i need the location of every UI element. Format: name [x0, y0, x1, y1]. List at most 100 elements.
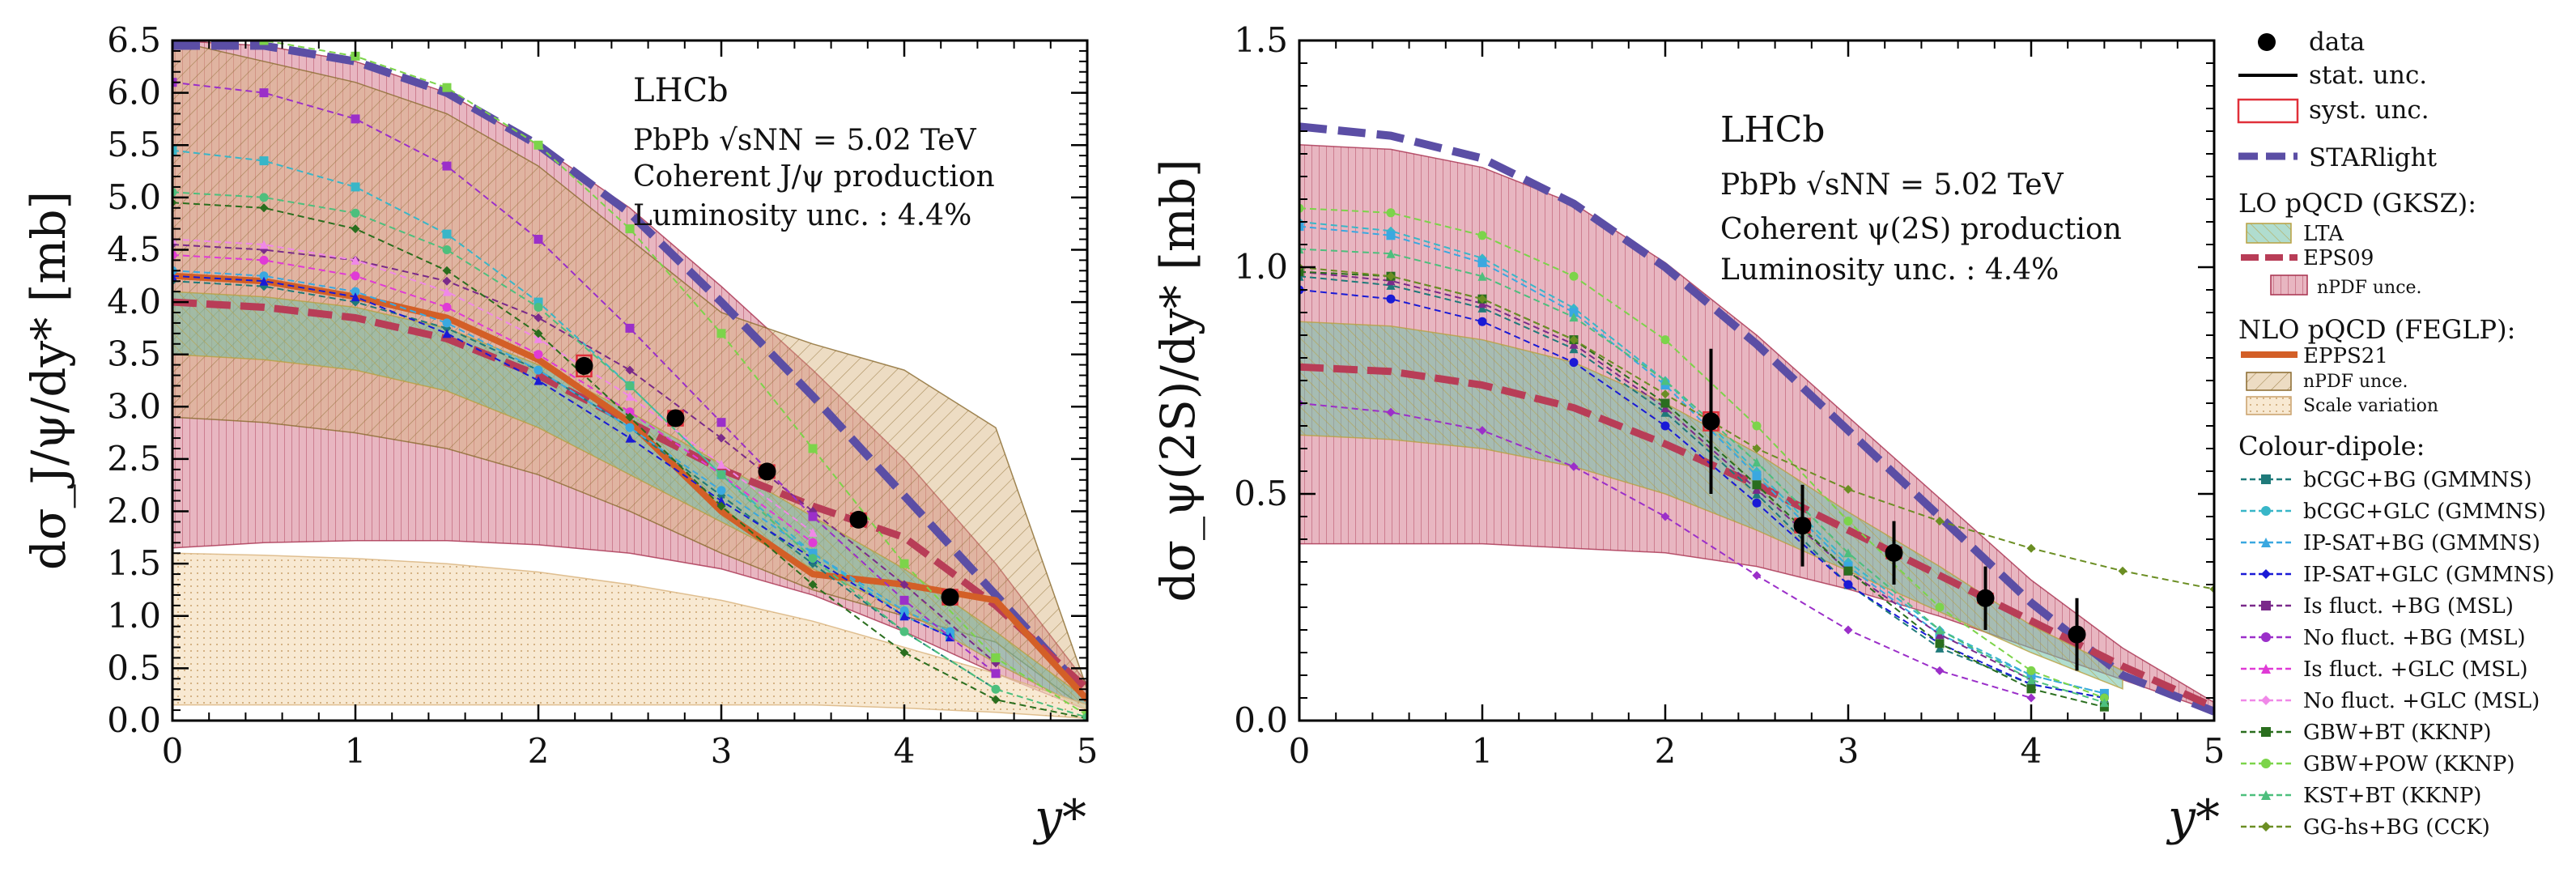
right-x-tick-label-4: 4 — [2021, 731, 2043, 771]
left-series-10-point-2 — [351, 255, 360, 265]
left-series-11-point-4 — [533, 329, 543, 338]
left-series-8-point-6 — [716, 418, 726, 427]
right-series-8-point-5 — [1752, 480, 1762, 490]
left-series-5-point-9 — [946, 627, 954, 636]
right-series-10-point-9 — [2099, 698, 2109, 708]
right-y-tick-label-1: 0.5 — [1234, 474, 1288, 513]
left-series-6-point-4 — [533, 376, 543, 385]
left-series-4-point-0 — [172, 146, 177, 155]
left-series-6-point-8 — [899, 611, 909, 621]
left-y-tick-label-0: 0.0 — [107, 700, 161, 740]
legend-dipole-marker-7 — [2261, 695, 2271, 705]
right-series-5-point-1 — [1386, 294, 1396, 304]
right-series-4-point-6 — [1843, 562, 1853, 572]
left-series-10-point-4 — [533, 334, 543, 343]
right-series-4-point-9 — [2099, 688, 2109, 698]
left-series-8-point-3 — [442, 161, 452, 171]
legend-dipole-label-0: bCGC+BG (GMMNS) — [2303, 468, 2531, 492]
legend-data-marker — [2258, 33, 2276, 51]
right-series-7-point-7 — [1935, 666, 1945, 675]
left-band-2 — [172, 291, 1087, 711]
right-series-10-point-7 — [1935, 625, 1945, 635]
left-series-5-point-2 — [351, 287, 360, 296]
right-series-11-point-9 — [2118, 566, 2128, 576]
legend-dipole-label-10: KST+BT (KKNP) — [2303, 784, 2481, 808]
right-y-tick-label-2: 1.0 — [1234, 247, 1288, 287]
left-series-10-point-3 — [442, 287, 452, 296]
right-series-5-point-4 — [1660, 421, 1670, 431]
right-series-2-point-7 — [1935, 643, 1945, 653]
left-series-10-point-6 — [716, 459, 726, 469]
legend-lta-label: LTA — [2303, 222, 2344, 246]
left-series-8-point-1 — [259, 88, 269, 98]
left-x-tick-label-4: 4 — [894, 731, 916, 771]
legend-dipole-marker-0 — [2261, 474, 2271, 484]
right-series-line-6 — [1299, 270, 2032, 681]
left-series-11-point-2 — [351, 224, 360, 234]
left-x-axis-label: y* — [1032, 789, 1086, 846]
right-series-4-point-2 — [1477, 257, 1487, 267]
left-series-13-point-6 — [716, 470, 726, 479]
right-series-9-point-5 — [1752, 421, 1762, 431]
right-x-tick-label-3: 3 — [1838, 731, 1860, 771]
right-series-line-4 — [1299, 225, 2105, 695]
legend-dipole-label-2: IP-SAT+BG (GMMNS) — [2303, 531, 2540, 555]
right-series-7-point-2 — [1477, 426, 1487, 436]
right-series-11-point-1 — [1386, 271, 1396, 281]
right-series-11-point-4 — [1660, 389, 1670, 399]
left-series-11-point-8 — [899, 648, 909, 657]
right-series-7-point-1 — [1386, 407, 1396, 417]
right-band-1 — [1299, 321, 2123, 690]
legend-dipole-label-8: GBW+BT (KKNP) — [2303, 721, 2491, 745]
left-series-13-point-1 — [259, 193, 269, 202]
left-series-13-point-3 — [442, 245, 452, 254]
left-series-4-point-4 — [533, 297, 543, 307]
left-y-tick-label-10: 5.0 — [107, 177, 161, 217]
left-y-tick-label-9: 4.5 — [107, 229, 161, 269]
left-series-4-point-1 — [259, 156, 269, 166]
right-series-10-point-6 — [1843, 548, 1853, 558]
legend-npdf2-swatch — [2246, 372, 2292, 391]
left-series-6-point-5 — [625, 433, 635, 443]
legend-scale-swatch — [2246, 396, 2292, 415]
right-series-4-point-1 — [1386, 231, 1396, 240]
left-y-tick-label-2: 1.0 — [107, 596, 161, 636]
left-x-tick-label-3: 3 — [711, 731, 733, 771]
right-series-9-point-1 — [1386, 208, 1396, 218]
right-data-point-0 — [1702, 412, 1720, 431]
right-series-5-point-3 — [1569, 358, 1579, 368]
left-y-axis-label: dσ_J/ψ/dy* [mb] — [21, 191, 76, 570]
left-series-7-point-3 — [442, 276, 452, 286]
right-data-point-2 — [1885, 543, 1903, 562]
legend-lo-header: LO pQCD (GKSZ): — [2238, 188, 2476, 219]
left-series-line-4 — [172, 149, 950, 638]
left-series-7-point-8 — [899, 580, 909, 589]
right-series-9-point-3 — [1569, 271, 1579, 281]
right-series-2-point-4 — [1660, 407, 1670, 417]
right-annot-system: PbPb √sNN = 5.02 TeV — [1720, 168, 2064, 202]
left-series-10-point-1 — [259, 240, 269, 249]
left-series-12-point-7 — [808, 444, 818, 453]
right-series-6-point-1 — [1386, 276, 1396, 286]
right-series-4-point-3 — [1569, 308, 1579, 317]
legend-dipole-marker-8 — [2261, 727, 2271, 737]
left-series-5-point-3 — [442, 318, 452, 328]
right-x-tick-label-1: 1 — [1472, 731, 1494, 771]
left-y-tick-label-5: 2.5 — [107, 439, 161, 479]
left-series-line-3 — [172, 280, 997, 691]
legend-dipole-label-6: Is fluct. +GLC (MSL) — [2303, 657, 2527, 682]
right-series-2-point-1 — [1386, 280, 1396, 290]
left-x-tick-label-0: 0 — [162, 731, 184, 771]
legend-dipole-label-7: No fluct. +GLC (MSL) — [2303, 689, 2540, 713]
left-series-5-point-5 — [625, 423, 635, 432]
left-series-11-point-7 — [808, 580, 818, 589]
legend-lta-swatch — [2246, 223, 2292, 244]
right-panel: 0 1 2 3 4 5 0.0 0.5 1.0 1.5 LHCb PbPb √sNN = 5.02… — [1150, 20, 2225, 846]
left-series-7-point-5 — [625, 365, 635, 375]
left-x-tick-label-1: 1 — [345, 731, 367, 771]
left-series-line-8 — [172, 81, 997, 674]
left-series-line-7 — [172, 244, 997, 664]
right-annot-lumi: Luminosity unc. : 4.4% — [1720, 253, 2059, 287]
left-series-4-point-2 — [351, 182, 360, 192]
left-series-12-point-8 — [899, 559, 909, 568]
